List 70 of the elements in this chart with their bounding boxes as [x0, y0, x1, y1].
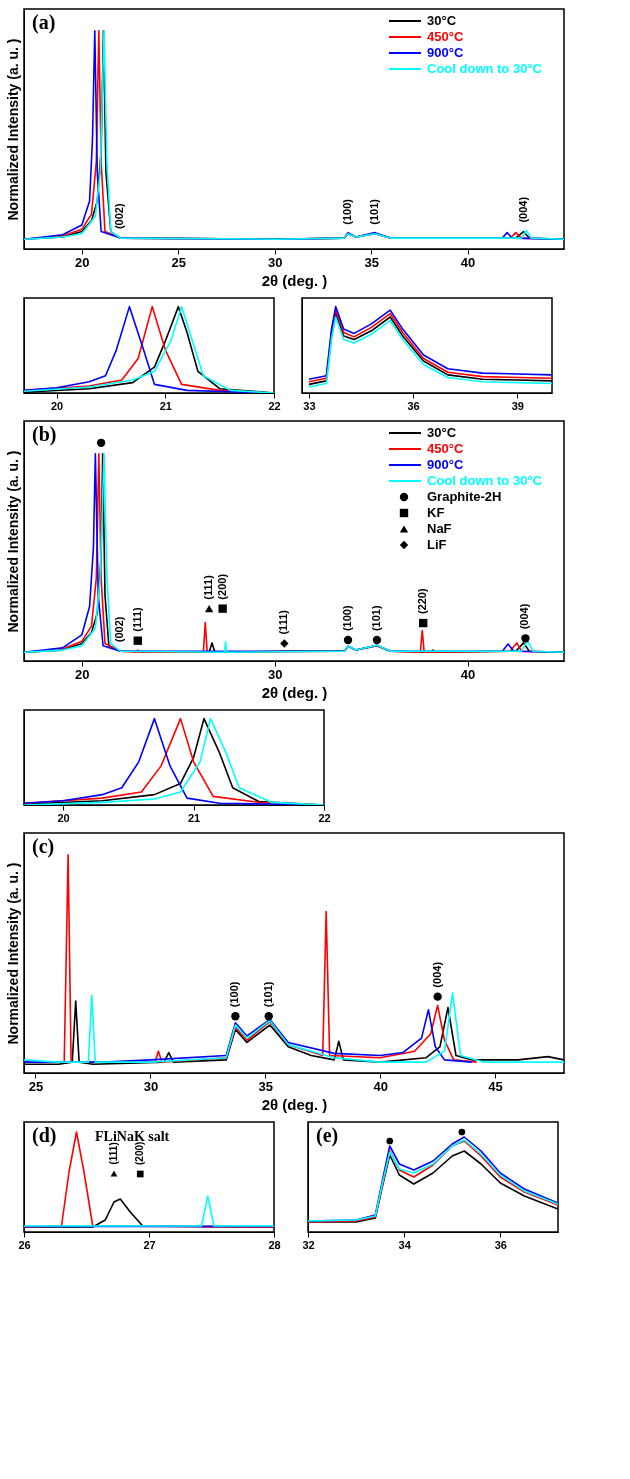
annotation: (200) [215, 573, 228, 600]
x-tick-label: 40 [460, 254, 476, 270]
x-tick-label: 35 [364, 254, 379, 270]
annotation: FLiNaK salt [95, 1129, 170, 1144]
annotation: (004) [518, 603, 531, 630]
x-tick-label: 40 [460, 666, 476, 682]
annotation: (100) [341, 605, 353, 632]
legend-label: 900°C [427, 457, 464, 472]
legend-label: 30°C [427, 425, 457, 440]
x-tick-label: 34 [398, 1238, 412, 1251]
x-tick-label: 30 [267, 254, 283, 270]
x-tick-label: 21 [187, 811, 201, 824]
annotation: (b) [32, 423, 57, 446]
annotation: (101) [369, 605, 382, 632]
legend-label: KF [427, 505, 445, 520]
x-tick-label: 22 [318, 811, 331, 824]
x-tick-label: 35 [258, 1078, 274, 1094]
annotation: (220) [416, 588, 429, 615]
legend-label: LiF [427, 537, 447, 552]
x-tick-label: 36 [407, 399, 420, 412]
annotation: (c) [32, 835, 55, 858]
legend-label: NaF [427, 521, 452, 536]
x-tick-label: 33 [303, 399, 316, 412]
x-tick-label: 25 [28, 1078, 44, 1094]
annotation: (004) [430, 961, 443, 988]
annotation: (a) [32, 11, 56, 34]
annotation: (d) [32, 1124, 57, 1147]
annotation: (002) [113, 203, 126, 230]
x-tick-label: 20 [75, 666, 90, 682]
x-tick-label: 22 [268, 399, 281, 412]
annotation: (004) [516, 196, 529, 223]
y-axis-title: Normalized Intensity (a. u. ) [4, 38, 21, 221]
x-tick-label: 39 [511, 399, 524, 412]
x-axis-title: 2θ (deg. ) [261, 271, 328, 289]
legend-label: Cool down to 30°C [427, 61, 543, 76]
annotation: (200) [134, 1141, 146, 1165]
x-tick-label: 20 [57, 811, 70, 824]
x-tick-label: 28 [268, 1238, 281, 1251]
annotation: (111) [130, 606, 143, 632]
legend-label: 900°C [427, 45, 464, 60]
x-tick-label: 26 [18, 1238, 31, 1251]
annotation: (101) [261, 981, 274, 1008]
annotation: (002) [113, 616, 126, 643]
x-tick-label: 32 [302, 1238, 315, 1251]
annotation: (100) [341, 198, 353, 225]
annotation: (111) [202, 574, 215, 600]
x-tick-label: 27 [143, 1238, 156, 1251]
x-tick-label: 45 [488, 1078, 503, 1094]
annotation: (111) [108, 1142, 119, 1165]
legend-label: Cool down to 30°C [427, 473, 543, 488]
x-tick-label: 25 [171, 254, 187, 270]
annotation: (100) [228, 981, 241, 1008]
x-tick-label: 30 [143, 1078, 159, 1094]
y-axis-title: Normalized Intensity (a. u. ) [4, 450, 21, 633]
x-tick-label: 20 [75, 254, 90, 270]
annotation: (e) [316, 1124, 339, 1147]
annotation: (111) [277, 609, 290, 635]
legend-label: Graphite-2H [427, 489, 502, 504]
legend-label: 450°C [427, 441, 464, 456]
x-tick-label: 20 [50, 399, 64, 412]
x-tick-label: 36 [494, 1238, 507, 1251]
annotation: (101) [368, 198, 380, 225]
x-tick-label: 21 [159, 399, 172, 412]
y-axis-title: Normalized Intensity (a. u. ) [4, 862, 21, 1045]
x-tick-label: 30 [267, 666, 283, 682]
legend-label: 450°C [427, 29, 464, 44]
x-tick-label: 40 [373, 1078, 388, 1094]
legend-label: 30°C [427, 13, 457, 28]
x-axis-title: 2θ (deg. ) [261, 1095, 328, 1113]
x-axis-title: 2θ (deg. ) [261, 683, 328, 701]
